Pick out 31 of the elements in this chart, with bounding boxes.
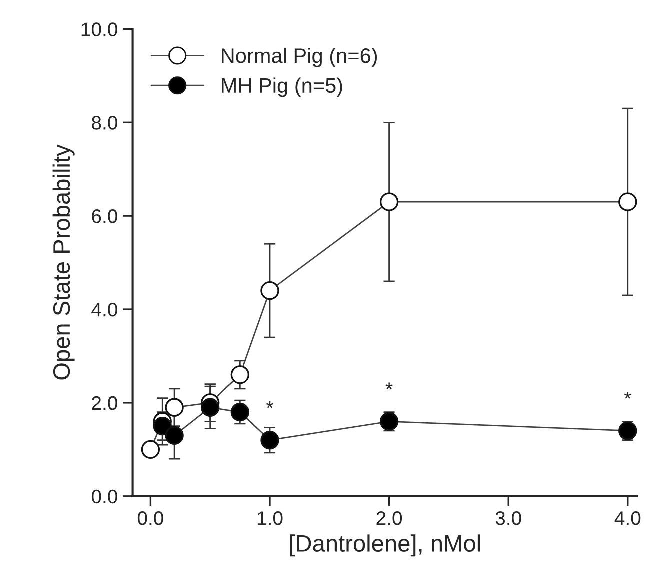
point bbox=[141, 440, 160, 460]
point bbox=[230, 402, 250, 422]
point bbox=[380, 192, 399, 212]
y-tick-label: 8.0 bbox=[92, 116, 118, 130]
y-tick-label: 10.0 bbox=[82, 22, 118, 36]
x-tick-label: 3.0 bbox=[496, 511, 522, 526]
annotation: * bbox=[266, 401, 274, 408]
x-tick-label: 1.0 bbox=[258, 511, 283, 526]
y-tick-label: 2.0 bbox=[92, 396, 118, 410]
point bbox=[618, 422, 638, 440]
annotation: * bbox=[386, 382, 393, 390]
point bbox=[618, 192, 638, 212]
x-axis-title: [Dantrolene], nMol bbox=[290, 534, 480, 557]
y-tick-label: 6.0 bbox=[92, 210, 118, 224]
point bbox=[260, 281, 280, 300]
y-axis-title: Open State Probability bbox=[52, 144, 75, 380]
point bbox=[260, 430, 280, 450]
y-tick-label: 4.0 bbox=[92, 302, 118, 317]
point bbox=[165, 426, 184, 446]
x-tick-label: 2.0 bbox=[376, 511, 402, 526]
x-tick-label: 4.0 bbox=[614, 511, 641, 526]
y-tick-label: 0.0 bbox=[92, 490, 118, 504]
point bbox=[165, 398, 184, 417]
annotation: * bbox=[624, 392, 632, 399]
point bbox=[230, 366, 250, 384]
point bbox=[201, 398, 220, 417]
x-tick-label: 0.0 bbox=[138, 511, 164, 526]
point bbox=[153, 416, 172, 436]
legend-label: MH Pig (n=5) bbox=[222, 78, 342, 98]
point bbox=[380, 412, 399, 431]
legend-label: Normal Pig (n=6) bbox=[222, 48, 378, 68]
